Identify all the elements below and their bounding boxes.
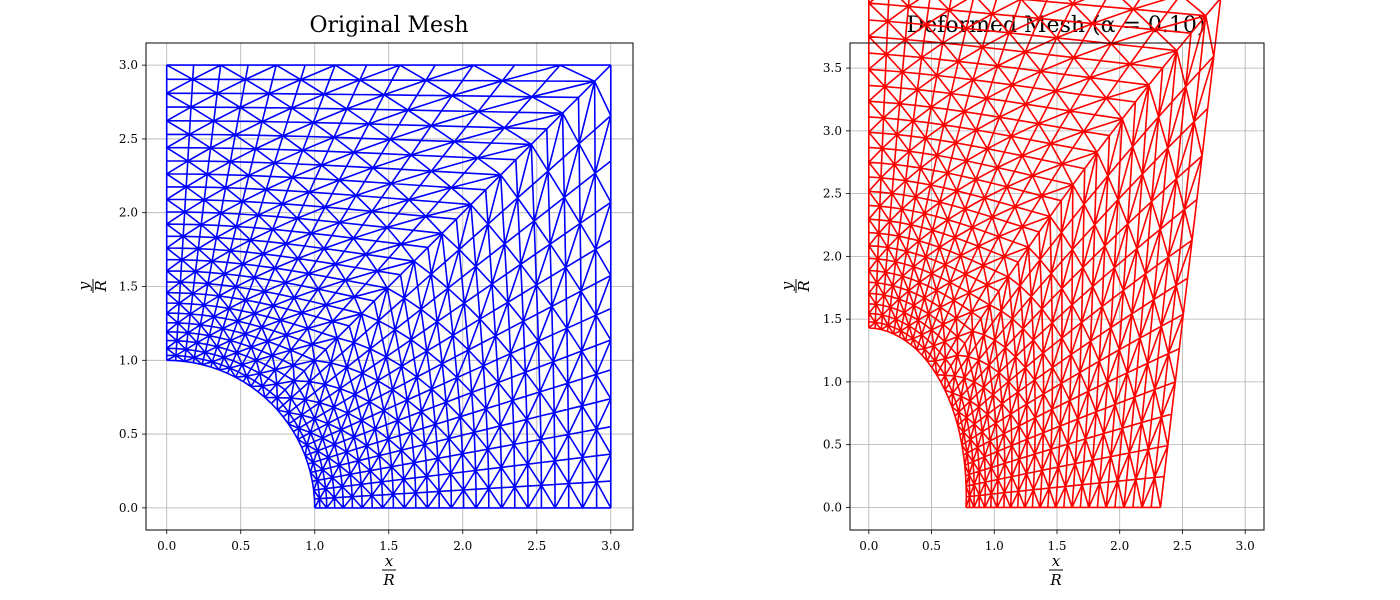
x-tick-label: 1.0 [985, 539, 1004, 553]
y-tick-label: 0.5 [119, 427, 138, 441]
y-axis-label: y R [778, 279, 813, 293]
axis-ticks: 0.0 0.5 1.0 1.5 2.0 2.5 3.0 0.0 0.5 1.0 1.5 2.0 2.5 3… [119, 58, 620, 553]
y-tick-label: 1.5 [823, 312, 842, 326]
deformed-mesh-panel: Deformed Mesh (α = 0.10) 0.0 0.5 1.0 1.5 2.0… [778, 0, 1265, 589]
x-axis-label: x R [1049, 552, 1063, 589]
x-axis-label-denominator: R [1049, 571, 1061, 589]
x-tick-label: 2.5 [1173, 539, 1192, 553]
x-tick-label: 1.5 [1047, 539, 1066, 553]
x-tick-label: 3.0 [601, 539, 620, 553]
y-tick-label: 2.5 [823, 187, 842, 201]
chart-title: Original Mesh [309, 13, 468, 38]
y-axis-label-numerator: y [75, 281, 93, 291]
axis-ticks: 0.0 0.5 1.0 1.5 2.0 2.5 3.0 0.0 0.5 1.0 1.5 2.0 2.5 3… [823, 61, 1255, 553]
x-axis-label: x R [382, 552, 396, 589]
x-tick-label: 1.5 [379, 539, 398, 553]
y-tick-label: 0.0 [119, 501, 138, 515]
x-tick-label: 3.0 [1236, 539, 1255, 553]
y-axis-label-denominator: R [92, 280, 110, 292]
x-tick-label: 2.0 [453, 539, 472, 553]
y-tick-label: 3.0 [119, 58, 138, 72]
x-axis-label-denominator: R [382, 571, 394, 589]
x-tick-label: 2.5 [527, 539, 546, 553]
y-axis-label-numerator: y [778, 281, 796, 291]
original-mesh-panel: Original Mesh 0.0 0.5 1.0 1.5 2.0 2.5 3.00.00.… [75, 13, 634, 589]
y-tick-label: 1.5 [119, 280, 138, 294]
mesh-lines [868, 0, 1222, 509]
x-tick-label: 0.0 [859, 539, 878, 553]
y-tick-label: 2.0 [823, 249, 842, 263]
x-tick-label: 0.5 [922, 539, 941, 553]
y-tick-label: 1.0 [823, 375, 842, 389]
mesh-lines [165, 64, 612, 509]
x-tick-label: 0.0 [157, 539, 176, 553]
x-tick-label: 2.0 [1110, 539, 1129, 553]
mesh-edges [868, 0, 1222, 509]
y-tick-label: 3.5 [823, 61, 842, 75]
y-tick-label: 2.5 [119, 132, 138, 146]
y-tick-label: 1.0 [119, 353, 138, 367]
x-tick-label: 1.0 [305, 539, 324, 553]
mesh-edges [165, 64, 612, 509]
x-tick-label: 0.5 [231, 539, 250, 553]
x-axis-label-numerator: x [385, 552, 394, 570]
y-tick-label: 3.0 [823, 124, 842, 138]
y-tick-label: 0.5 [823, 438, 842, 452]
y-tick-label: 0.0 [823, 500, 842, 514]
y-axis-label-denominator: R [795, 280, 813, 292]
y-tick-label: 2.0 [119, 206, 138, 220]
y-axis-label: y R [75, 279, 110, 293]
x-axis-label-numerator: x [1052, 552, 1061, 570]
